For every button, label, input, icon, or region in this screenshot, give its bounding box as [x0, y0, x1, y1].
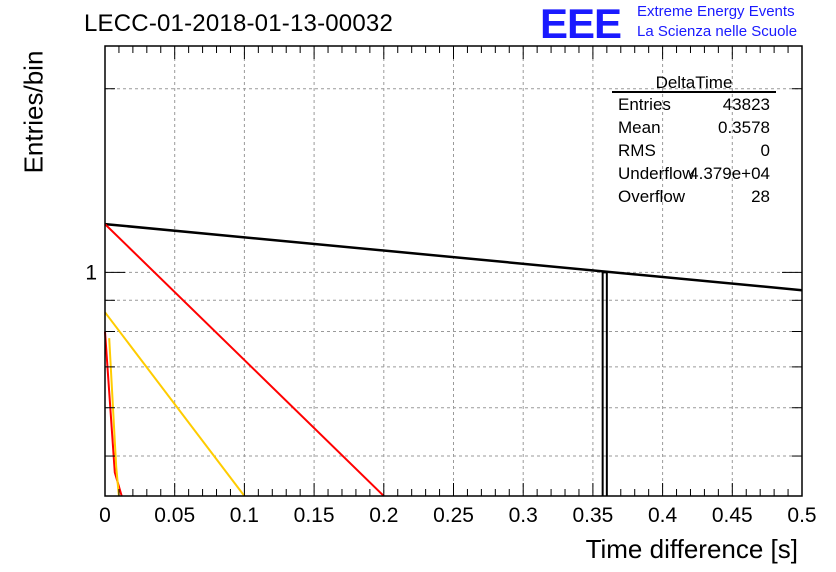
stats-row-label: Underflow: [618, 164, 695, 183]
x-tick-label: 0.3: [509, 504, 538, 527]
stats-row-label: Entries: [618, 95, 671, 114]
stats-box: DeltaTime Entries 43823 Mean 0.3578 RMS 0 Under…: [612, 73, 776, 206]
grid-lines: [105, 46, 802, 496]
stats-row-label: RMS: [618, 141, 656, 160]
x-tick-label: 0.05: [154, 504, 195, 527]
stats-row-value: 0.3578: [718, 118, 770, 137]
chart-title: LECC-01-2018-01-13-00032: [84, 10, 393, 37]
stats-row-value: 43823: [723, 95, 770, 114]
x-tick-label: 0.2: [369, 504, 398, 527]
x-tick-label: 0.35: [572, 504, 613, 527]
x-tick-labels: 0 0.05 0.1 0.15 0.2 0.25 0.3 0.35 0.4 0.45 0.5: [99, 504, 816, 527]
y-tick-label: 1: [85, 261, 97, 284]
stats-row-value: 4.379e+04: [689, 164, 770, 183]
series-line-5: [108, 338, 120, 497]
x-tick-label: 0.4: [648, 504, 678, 527]
x-tick-label: 0.15: [294, 504, 335, 527]
stats-row-label: Mean: [618, 118, 661, 137]
stats-row-value: 28: [751, 187, 770, 206]
series-group: [104, 222, 803, 497]
x-tick-label: 0.5: [787, 504, 816, 527]
series-line-4: [104, 331, 123, 497]
x-tick-label: 0.25: [433, 504, 474, 527]
x-axis-label: Time difference [s]: [585, 534, 798, 564]
stats-row-label: Overflow: [618, 187, 686, 206]
logo-caption-line1: Extreme Energy Events: [637, 3, 795, 20]
y-tick-labels: 1: [85, 261, 97, 284]
series-line-3: [104, 311, 246, 497]
x-tick-label: 0.1: [230, 504, 259, 527]
eee-logo: EEE: [540, 0, 622, 47]
stats-box-title: DeltaTime: [656, 73, 733, 92]
axis-ticks: [104, 45, 803, 497]
series-line-1: [104, 222, 803, 292]
x-tick-label: 0.45: [712, 504, 753, 527]
x-tick-label: 0: [99, 504, 111, 527]
stats-row-value: 0: [761, 141, 770, 160]
series-line-2: [104, 223, 385, 497]
histogram-bar: [601, 271, 608, 496]
logo-caption-line2: La Scienza nelle Scuole: [637, 23, 798, 40]
